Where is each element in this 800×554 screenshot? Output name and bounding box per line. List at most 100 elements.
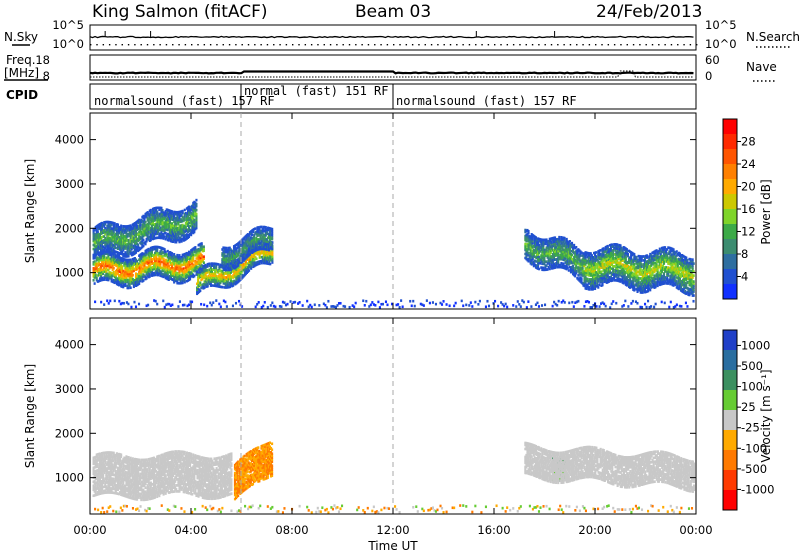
power-cell	[114, 240, 117, 244]
power-cell	[106, 234, 109, 238]
power-cell	[108, 230, 111, 234]
power-cell	[580, 261, 583, 264]
power-cell	[120, 238, 123, 242]
power-cell	[585, 259, 588, 263]
power-cell	[158, 269, 161, 273]
power-cell	[116, 281, 120, 284]
power-cell	[612, 271, 615, 274]
power-cell	[103, 264, 106, 267]
power-cell	[258, 252, 261, 255]
power-cell	[537, 255, 540, 258]
power-cell	[638, 273, 641, 276]
power-cell	[631, 253, 634, 257]
power-cell	[631, 259, 634, 263]
noise-search-dot	[563, 44, 565, 46]
power-cell	[534, 244, 538, 247]
power-cell	[599, 278, 602, 282]
power-cell	[209, 268, 212, 271]
power-cell	[228, 271, 232, 275]
power-cell	[186, 224, 190, 227]
power-cell	[186, 206, 190, 210]
power-cell	[232, 255, 236, 258]
power-cell	[569, 252, 573, 256]
power-cell	[113, 257, 116, 261]
power-cell	[131, 253, 134, 256]
power-cell	[608, 251, 611, 255]
power-cell	[201, 255, 204, 259]
noise-search-dot	[639, 44, 641, 46]
power-cell	[635, 256, 638, 259]
power-cell	[585, 267, 588, 271]
power-cell	[587, 273, 590, 277]
power-cell	[112, 221, 115, 225]
power-cell	[548, 249, 551, 253]
power-cell	[199, 244, 202, 248]
power-cell	[140, 242, 143, 246]
power-cell	[579, 264, 582, 267]
power-cell	[228, 248, 231, 252]
power-cell	[249, 238, 253, 241]
power-cell	[143, 219, 146, 223]
power-cell	[619, 248, 622, 251]
power-cell	[110, 235, 113, 238]
power-cell	[602, 265, 605, 268]
power-cell	[157, 245, 160, 249]
power-cell	[576, 267, 579, 270]
power-cell	[228, 277, 232, 281]
power-cell	[109, 273, 112, 277]
power-cell	[160, 260, 163, 264]
power-cell	[179, 263, 182, 267]
power-cell	[570, 261, 574, 265]
power-cell	[530, 241, 533, 244]
power-cell	[547, 245, 550, 249]
power-cell	[165, 261, 168, 264]
power-cell	[150, 248, 153, 251]
power-cell	[149, 226, 152, 230]
power-cell	[533, 241, 536, 245]
power-cell	[556, 247, 559, 251]
power-cell	[168, 221, 171, 225]
power-cell	[530, 239, 533, 242]
power-cell	[116, 261, 120, 264]
power-cell	[537, 247, 540, 250]
power-cell	[163, 229, 166, 233]
station-title: King Salmon (fitACF)	[92, 2, 268, 22]
power-cell	[589, 280, 592, 283]
power-cell	[125, 227, 128, 230]
power-cell	[164, 215, 167, 219]
power-cell	[156, 220, 159, 224]
power-cell	[139, 275, 142, 279]
power-cell	[263, 257, 267, 261]
power-cell	[175, 232, 178, 236]
power-cell	[117, 263, 121, 267]
power-cell	[112, 237, 115, 241]
power-cell	[110, 261, 113, 265]
power-cell	[618, 243, 621, 247]
power-cell	[134, 251, 138, 254]
power-cell	[623, 274, 626, 278]
power-cell	[95, 231, 98, 234]
power-cell	[656, 254, 659, 258]
power-cell	[187, 260, 191, 264]
power-cell	[633, 263, 636, 266]
power-cell	[530, 235, 533, 238]
power-cell	[160, 210, 163, 214]
power-cell	[566, 258, 569, 262]
power-cell	[173, 228, 176, 232]
power-cell	[191, 224, 194, 228]
power-cell	[541, 238, 544, 242]
power-cell	[613, 243, 616, 246]
power-cell	[226, 274, 229, 277]
power-cell	[630, 261, 633, 264]
power-cell	[154, 253, 157, 257]
power-cell	[646, 262, 649, 265]
power-cell	[174, 269, 177, 272]
power-cell	[171, 274, 174, 277]
power-cell	[587, 285, 590, 289]
power-cell	[150, 246, 153, 249]
power-cell	[559, 245, 562, 249]
power-cell	[106, 244, 109, 248]
power-cell	[256, 234, 259, 238]
power-cell	[148, 257, 151, 260]
power-cell	[132, 259, 135, 263]
